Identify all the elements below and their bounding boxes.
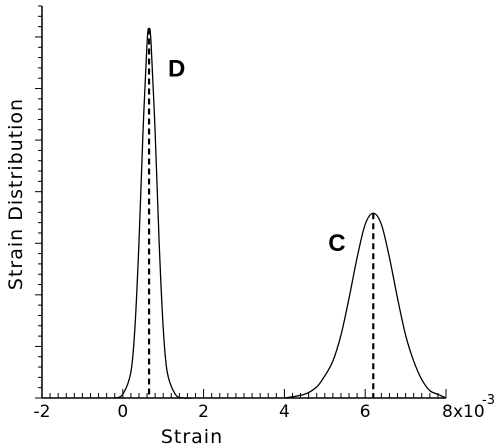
x-tick-label: 2: [198, 402, 209, 422]
series-curves: [114, 27, 447, 399]
y-axis-ticks: [35, 5, 42, 399]
x-tick-label-last: 8: [442, 402, 453, 422]
x-axis-title: Strain: [161, 426, 223, 448]
series-label-c: C: [328, 230, 345, 257]
y-axis-title: Strain Distribution: [5, 98, 27, 290]
x-tick-label: -2: [34, 402, 51, 422]
x-tick-label: 0: [117, 402, 128, 422]
x-axis-multiplier: x10: [453, 402, 485, 422]
peak-markers: [147, 28, 375, 398]
x-tick-label: 4: [279, 402, 290, 422]
x-axis-exponent: -3: [482, 393, 495, 408]
series-line-c: [284, 212, 447, 399]
x-axis-ticks: [41, 389, 447, 398]
x-tick-label: 6: [360, 402, 371, 422]
series-label-d: D: [168, 55, 185, 82]
plot-area: -2 0 2 4 6: [34, 5, 447, 422]
x-axis-tick-labels: -2 0 2 4 6: [34, 402, 371, 422]
series-line-d: [114, 27, 192, 399]
